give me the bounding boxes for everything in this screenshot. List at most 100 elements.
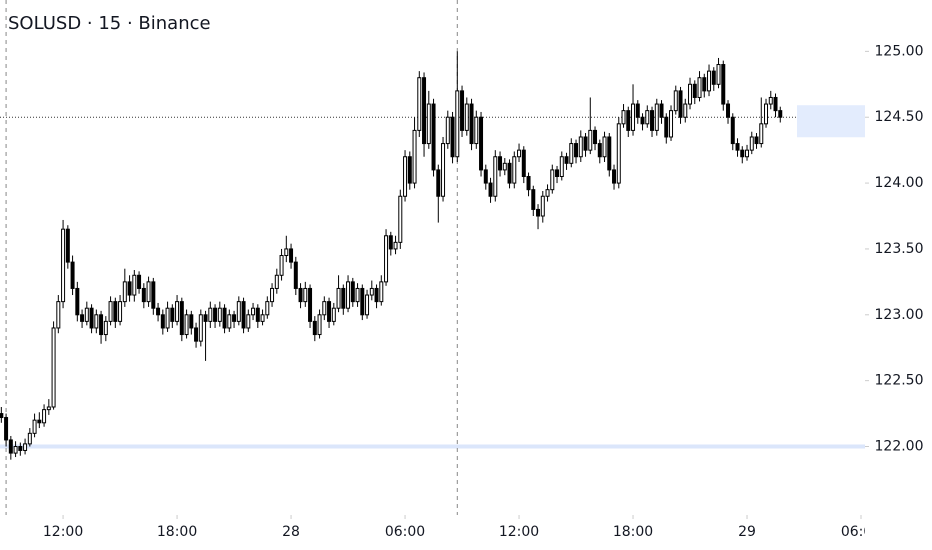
candle-body [726, 103, 731, 118]
candle-body [545, 189, 550, 197]
candle-body [89, 307, 94, 329]
candle-body [232, 314, 237, 322]
candle-body [208, 307, 213, 322]
candle-body [75, 287, 80, 316]
candle-body [284, 248, 289, 257]
candle-body [32, 419, 37, 434]
candle-body [483, 169, 488, 184]
candle-body [227, 314, 232, 329]
candle-body [740, 149, 745, 158]
candle-body [517, 149, 522, 158]
candle-body [303, 287, 308, 303]
candle-body [640, 116, 645, 125]
candle-body [355, 287, 360, 303]
candle-body [512, 156, 517, 184]
candle-body [493, 156, 498, 197]
candle-body [4, 417, 9, 441]
candle-body [160, 314, 165, 329]
candle-body [707, 70, 712, 92]
candle-body [236, 301, 241, 322]
candle-body [422, 77, 427, 145]
candle-body [113, 301, 118, 322]
candle-body [260, 314, 265, 322]
candle-body [189, 314, 194, 329]
candle-body [583, 136, 588, 151]
candle-body [498, 156, 503, 171]
candle-body [170, 307, 175, 322]
plot-area [0, 0, 865, 515]
candle-body [431, 103, 436, 171]
candle-body [730, 116, 735, 145]
candle-body [279, 255, 284, 276]
candle-body [127, 281, 132, 296]
candle-body [574, 143, 579, 158]
candle-body [745, 149, 750, 158]
candle-body [265, 301, 270, 316]
candle-body [417, 77, 422, 131]
x-tick-label: 06:00 [841, 524, 881, 540]
candle-body [692, 83, 697, 98]
candle-body [711, 70, 716, 85]
candle-body [37, 419, 42, 424]
candle-body [194, 327, 199, 342]
candle-body [132, 274, 137, 296]
candle-body [222, 307, 227, 329]
candle-body [65, 228, 70, 263]
candle-body [650, 110, 655, 131]
candle-body [384, 235, 389, 283]
candle-body [588, 129, 593, 151]
candle-body [23, 443, 28, 451]
y-tick-label: 124.00 [875, 175, 924, 191]
candle-body [141, 287, 146, 303]
candle-body [697, 77, 702, 98]
candle-body [56, 301, 61, 329]
candle-body [507, 162, 512, 184]
candle-body [317, 314, 322, 336]
candle-body [203, 314, 208, 322]
candle-body [474, 116, 479, 145]
x-tick-label: 28 [282, 524, 300, 540]
candle-body [631, 103, 636, 131]
candle-body [8, 439, 13, 454]
candle-body [51, 327, 56, 408]
candle-body [445, 116, 450, 145]
candle-body [179, 301, 184, 336]
candle-body [108, 301, 113, 322]
candle-body [455, 90, 460, 158]
candle-body [165, 307, 170, 329]
candle-body [664, 116, 669, 138]
candle-body [289, 248, 294, 263]
x-tick-label: 12:00 [43, 524, 83, 540]
candle-body [773, 96, 778, 112]
axis-background [865, 0, 932, 550]
candle-body [379, 281, 384, 303]
candle-body [331, 307, 336, 322]
candle-body [659, 103, 664, 118]
candle-body [156, 307, 161, 316]
candle-body [626, 110, 631, 131]
candle-body [84, 307, 89, 322]
candle-body [531, 189, 536, 210]
candle-body [70, 261, 75, 289]
candle-body [293, 261, 298, 289]
candle-body [407, 156, 412, 184]
candle-body [669, 110, 674, 138]
candle-body [403, 156, 408, 197]
candle-body [688, 83, 693, 105]
candle-body [103, 320, 108, 336]
candle-body [327, 301, 332, 322]
candle-body [255, 307, 260, 322]
candle-body [702, 77, 707, 92]
candle-body [488, 182, 493, 197]
candle-body [754, 136, 759, 145]
candle-body [151, 281, 156, 309]
candle-body [412, 129, 417, 184]
candle-body [764, 103, 769, 125]
candle-body [564, 156, 569, 164]
candle-body [778, 110, 783, 118]
price-highlight [797, 105, 865, 138]
candle-body [99, 314, 104, 336]
time-axis: 12:00 18:00 28 06:00 12:00 18:00 29 06:00 [43, 515, 881, 540]
candle-body [569, 143, 574, 164]
candle-body [768, 96, 773, 105]
